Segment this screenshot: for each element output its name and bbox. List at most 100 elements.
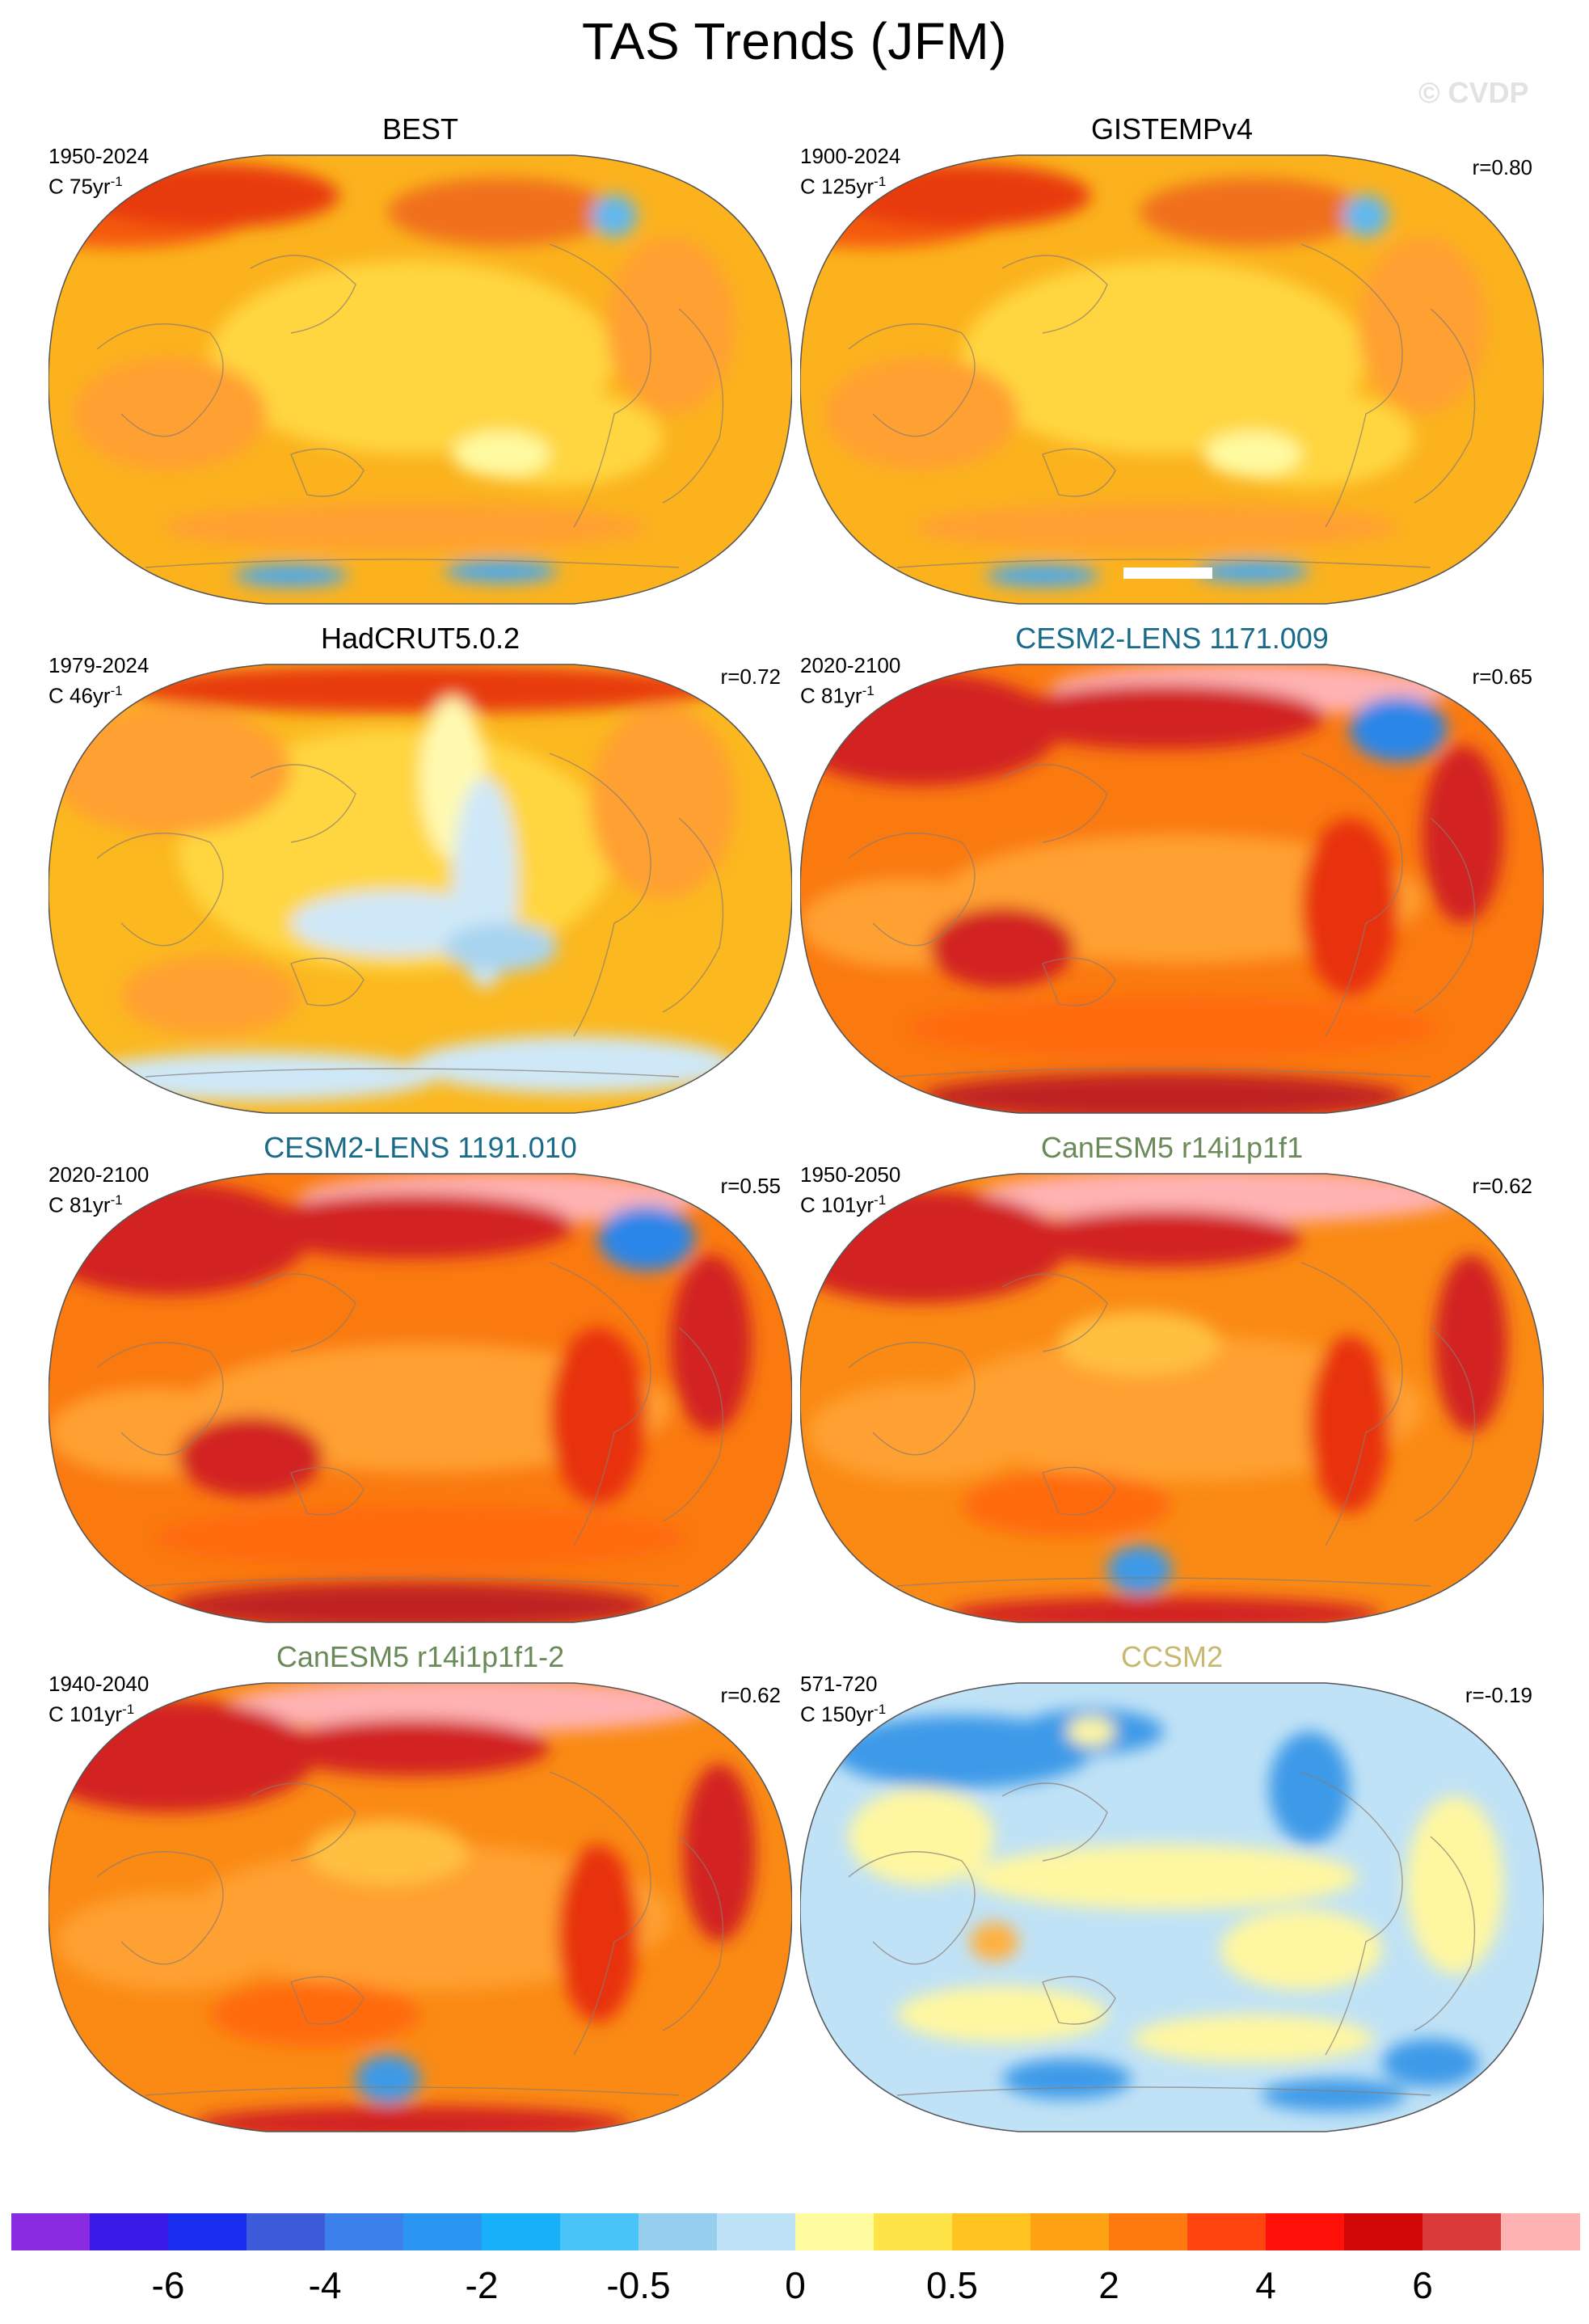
units-label: C 101yr-1 — [48, 1702, 135, 1727]
coastline — [1414, 817, 1476, 1013]
coastline — [290, 957, 365, 1006]
correlation-label: r=0.80 — [1472, 155, 1532, 179]
coastline — [290, 1466, 365, 1516]
units-label: C 125yr-1 — [800, 174, 887, 199]
world-map — [800, 664, 1544, 1114]
panel-title: CCSM2 — [1120, 1640, 1224, 1673]
trend-region — [251, 1194, 574, 1259]
map-panel: CESM2-LENS 1171.009 2020-2100 C 81yr-1 r=0.… — [800, 622, 1544, 1124]
colorbar-segment — [90, 2213, 169, 2250]
trend-region — [938, 1335, 1423, 1481]
coastline — [96, 833, 224, 947]
world-map — [48, 1173, 792, 1623]
coastline — [1042, 448, 1116, 497]
coastline — [848, 323, 976, 437]
units-label: C 75yr-1 — [48, 174, 123, 199]
period-label: 1940-2040 — [48, 1672, 150, 1696]
colorbar-segment — [874, 2213, 953, 2250]
correlation-label: r=0.72 — [720, 664, 781, 689]
trend-region — [1196, 560, 1309, 583]
map-panel: CESM2-LENS 1191.010 2020-2100 C 81yr-1 r=0.… — [48, 1132, 792, 1633]
colorbar-segment — [403, 2213, 483, 2250]
world-map — [800, 1173, 1544, 1623]
map-panel: CCSM2 571-720 C 150yr-1 r=-0.19 — [800, 1641, 1544, 2142]
trend-region — [356, 2055, 420, 2103]
panel-title: BEST — [381, 112, 459, 146]
trend-region — [598, 1206, 695, 1271]
map-panel: CanESM5 r14i1p1f1 1950-2050 C 101yr-1 r=0.6… — [800, 1132, 1544, 1633]
trend-region — [1423, 745, 1503, 923]
colorbar-segment — [247, 2213, 326, 2250]
colorbar-segment — [1031, 2213, 1110, 2250]
trend-region — [210, 1982, 420, 2047]
trend-region — [913, 503, 1398, 551]
trend-region — [194, 2106, 630, 2132]
world-map — [48, 154, 792, 605]
colorbar-segment — [1423, 2213, 1502, 2250]
coastline — [896, 1577, 1431, 1587]
coastline — [848, 833, 976, 947]
units-label: C 46yr-1 — [48, 683, 123, 708]
panel-title: HadCRUT5.0.2 — [320, 622, 521, 655]
trend-region — [671, 1255, 752, 1432]
colorbar-segment — [11, 2213, 91, 2250]
trend-region — [897, 1986, 1107, 2043]
colorbar — [11, 2213, 1580, 2252]
watermark: © CVDP — [1418, 76, 1529, 109]
world-map — [800, 1682, 1544, 2132]
trend-region — [558, 1845, 639, 2022]
colorbar-segment — [639, 2213, 718, 2250]
colorbar-segment — [952, 2213, 1031, 2250]
world-map — [48, 1682, 792, 2132]
colorbar-tick-label: -0.5 — [606, 2264, 671, 2306]
coastline — [662, 817, 724, 1013]
trend-region — [592, 195, 637, 237]
coastline — [145, 1068, 680, 1078]
trend-region — [606, 236, 735, 414]
coastline — [1001, 764, 1108, 843]
trend-region — [275, 1719, 550, 1776]
colorbar-segment — [1109, 2213, 1188, 2250]
units-label: C 101yr-1 — [800, 1192, 887, 1217]
trend-region — [1059, 1311, 1220, 1376]
trend-region — [683, 1764, 756, 1942]
trend-region — [1002, 2059, 1132, 2099]
trend-region — [1301, 818, 1398, 996]
trend-region — [1435, 1255, 1507, 1432]
colorbar-segment — [1266, 2213, 1345, 2250]
trend-region — [1132, 2014, 1374, 2063]
trend-region — [1406, 1796, 1503, 1974]
correlation-label: r=0.55 — [720, 1174, 781, 1198]
period-label: 1979-2024 — [48, 653, 150, 677]
period-label: 2020-2100 — [800, 653, 901, 677]
trend-region — [1067, 1717, 1115, 1746]
trend-region — [962, 1473, 1172, 1537]
trend-region — [1350, 697, 1447, 761]
colorbar-tick-label: 0.5 — [926, 2264, 978, 2306]
period-label: 1900-2024 — [800, 144, 901, 168]
trend-region — [986, 564, 1099, 587]
trend-region — [1026, 1210, 1301, 1267]
coastline — [145, 1577, 680, 1587]
trend-region — [1269, 1731, 1350, 1845]
colorbar-tick-label: -6 — [151, 2264, 185, 2306]
colorbar-segment — [795, 2213, 875, 2250]
period-label: 1950-2024 — [48, 144, 150, 168]
trend-region — [1002, 685, 1326, 749]
coastline — [1001, 1273, 1108, 1352]
period-label: 571-720 — [800, 1672, 878, 1696]
map-panel: CanESM5 r14i1p1f1-2 1940-2040 C 101yr-1 r=0… — [48, 1641, 792, 2142]
coastline — [662, 308, 724, 504]
coastline — [1042, 1466, 1116, 1516]
trend-region — [1261, 2079, 1406, 2111]
units-label: C 150yr-1 — [800, 1702, 887, 1727]
trend-region — [808, 1384, 1035, 1481]
map-panel: BEST 1950-2024 C 75yr-1 — [48, 113, 792, 614]
trend-region — [178, 1416, 323, 1497]
trend-region — [1343, 195, 1389, 237]
trend-region — [978, 1174, 1463, 1224]
trend-region — [48, 705, 291, 834]
units-label: C 81yr-1 — [800, 683, 875, 708]
coastline — [1001, 1782, 1108, 1862]
trend-region — [849, 1788, 994, 1885]
